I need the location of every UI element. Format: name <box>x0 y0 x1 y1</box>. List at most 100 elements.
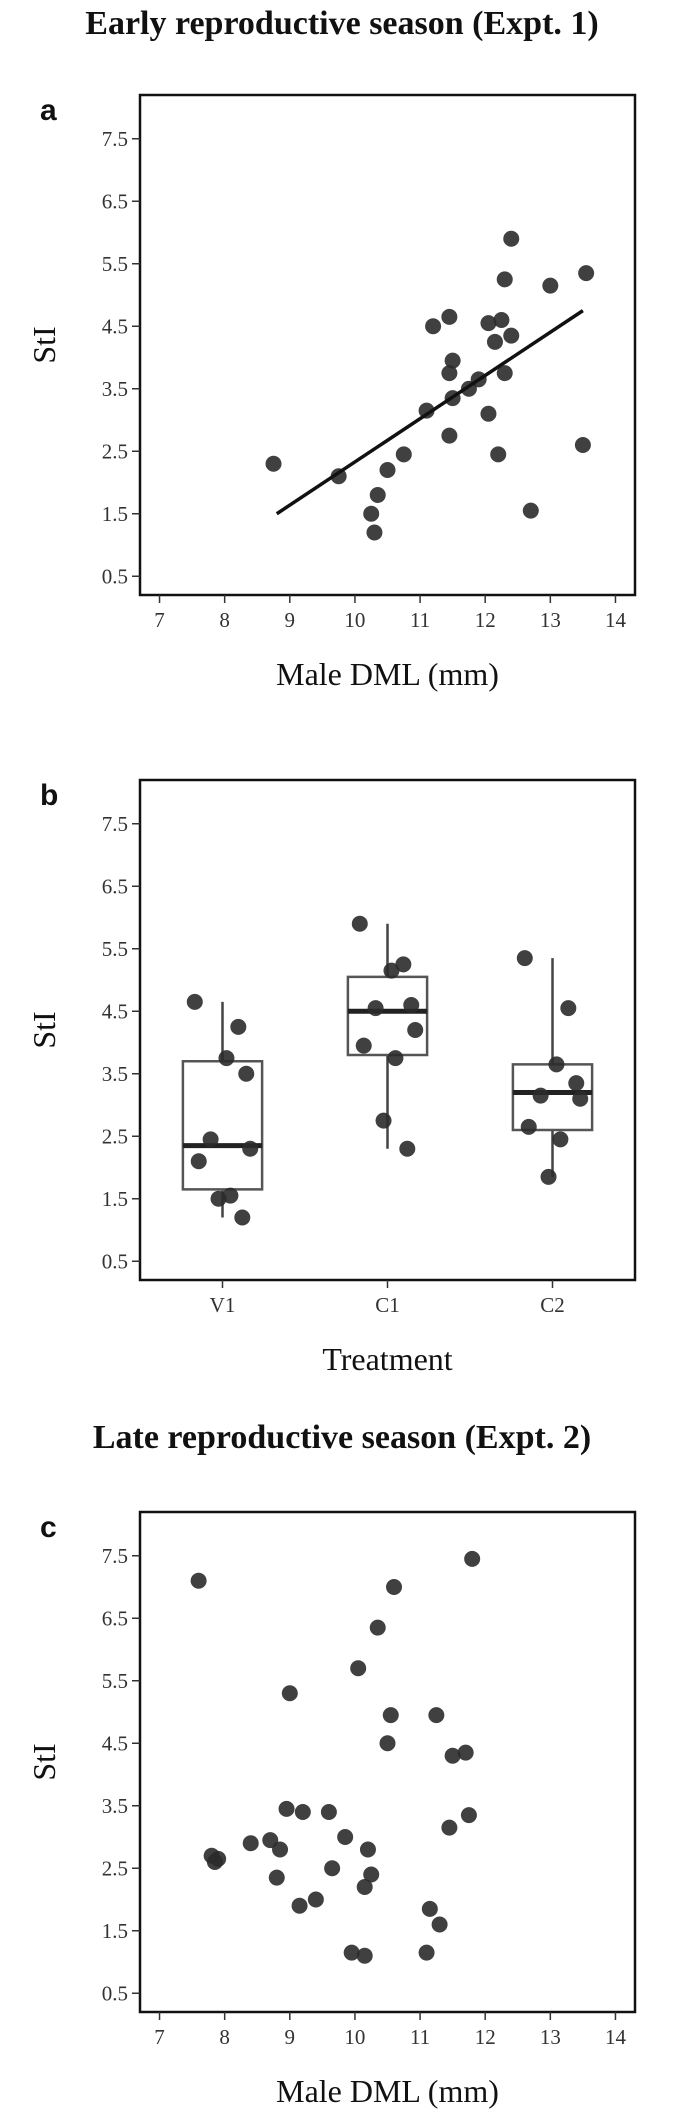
x-tick-label: V1 <box>210 1293 236 1317</box>
x-tick-label: 7 <box>154 608 165 632</box>
data-point <box>460 1807 477 1824</box>
jitter-point <box>383 962 400 979</box>
panel-a: a 0.5 1.5 2.5 3.5 4.5 5.5 6.5 7.5 StI Male DML (mm… <box>26 93 637 692</box>
data-point <box>578 265 595 282</box>
x-tick-label: C2 <box>540 1293 565 1317</box>
x-tick-label: 12 <box>475 608 496 632</box>
y-tick-label: 2.5 <box>102 1124 128 1148</box>
data-point <box>395 446 412 463</box>
data-point <box>441 427 458 444</box>
data-point <box>379 462 396 478</box>
data-point <box>242 1835 259 1852</box>
data-point <box>369 1619 386 1636</box>
x-tick-label: 12 <box>475 2025 496 2049</box>
jitter-point <box>399 1140 416 1157</box>
data-point <box>522 502 539 519</box>
jitter-point <box>375 1112 392 1129</box>
jitter-point <box>242 1140 259 1157</box>
jitter-point <box>234 1209 251 1226</box>
x-tick-label: 14 <box>605 2025 627 2049</box>
jitter-point <box>367 1000 384 1017</box>
x-tick-label: 9 <box>285 608 296 632</box>
jitter-point <box>230 1018 247 1035</box>
data-point <box>206 1854 223 1870</box>
data-point <box>542 277 559 294</box>
data-point <box>386 1579 403 1595</box>
panel-b: b 0.5 1.5 2.5 3.5 4.5 5.5 6.5 7.5 StI Treatment V1 C… <box>26 778 637 1377</box>
y-tick-label: 7.5 <box>102 127 128 151</box>
x-tick-label: 10 <box>344 2025 365 2049</box>
data-point <box>278 1800 295 1817</box>
jitter-point <box>202 1131 219 1148</box>
data-point <box>294 1804 311 1820</box>
data-point <box>421 1900 438 1917</box>
plot-frame <box>138 93 637 597</box>
panel-c: c 0.5 1.5 2.5 3.5 4.5 5.5 6.5 7.5 StI Male DML (mm… <box>26 1510 637 2109</box>
data-point <box>493 312 510 328</box>
data-point <box>382 1707 399 1724</box>
y-tick-label: 6.5 <box>102 189 128 213</box>
y-tick-label: 2.5 <box>102 1856 128 1880</box>
data-point <box>337 1829 354 1845</box>
section-title-expt1: Early reproductive season (Expt. 1) <box>85 5 598 42</box>
x-tick-label: 11 <box>410 608 430 632</box>
jitter-point <box>403 997 420 1013</box>
y-tick-label: 1.5 <box>102 1919 128 1943</box>
data-point <box>366 524 383 541</box>
data-point <box>418 402 435 419</box>
data-point <box>320 1804 337 1820</box>
y-tick-label: 2.5 <box>102 439 128 463</box>
jitter-point <box>407 1022 424 1038</box>
data-point <box>503 327 520 344</box>
jitter-point <box>210 1190 227 1207</box>
data-point <box>428 1707 445 1724</box>
data-point <box>496 365 513 382</box>
jitter-point <box>218 1050 235 1067</box>
y-tick-label: 0.5 <box>102 1981 128 2005</box>
data-point <box>464 1550 481 1567</box>
y-tick-label: 1.5 <box>102 502 128 526</box>
jitter-point <box>572 1090 589 1107</box>
x-axis-title: Male DML (mm) <box>276 656 499 692</box>
data-point <box>369 487 386 503</box>
y-tick-label: 6.5 <box>102 1606 128 1630</box>
x-axis-title: Male DML (mm) <box>276 2073 499 2109</box>
panel-label: b <box>40 779 58 812</box>
jitter-point <box>548 1056 565 1073</box>
y-tick-label: 1.5 <box>102 1187 128 1211</box>
y-tick-label: 4.5 <box>102 314 128 338</box>
data-point <box>574 437 591 453</box>
data-point <box>441 365 458 382</box>
data-point <box>356 1947 373 1964</box>
x-tick-label: 13 <box>540 2025 561 2049</box>
panel-label: a <box>40 94 57 127</box>
x-tick-label: 14 <box>605 608 627 632</box>
x-tick-label: 8 <box>219 2025 230 2049</box>
y-tick-label: 7.5 <box>102 1544 128 1568</box>
jitter-point <box>516 950 533 967</box>
y-tick-label: 3.5 <box>102 1794 128 1818</box>
data-point <box>356 1879 373 1895</box>
data-point <box>441 308 458 325</box>
y-axis-title: StI <box>26 1743 62 1780</box>
jitter-point <box>395 956 412 973</box>
data-point <box>330 468 347 485</box>
y-tick-label: 3.5 <box>102 377 128 401</box>
data-point <box>268 1869 285 1886</box>
data-point <box>425 318 442 335</box>
data-point <box>490 446 507 463</box>
data-point <box>441 1819 458 1836</box>
jitter-point <box>238 1065 255 1082</box>
data-point <box>418 1944 435 1961</box>
jitter-point <box>552 1131 569 1148</box>
x-tick-label: 11 <box>410 2025 430 2049</box>
data-point <box>457 1744 474 1761</box>
y-axis-title: StI <box>26 326 62 363</box>
data-point <box>363 1866 380 1883</box>
x-axis-title: Treatment <box>322 1341 452 1377</box>
section-title-expt2: Late reproductive season (Expt. 2) <box>93 1419 591 1456</box>
jitter-point <box>568 1075 585 1092</box>
jitter-point <box>186 993 203 1010</box>
data-point <box>496 271 513 288</box>
